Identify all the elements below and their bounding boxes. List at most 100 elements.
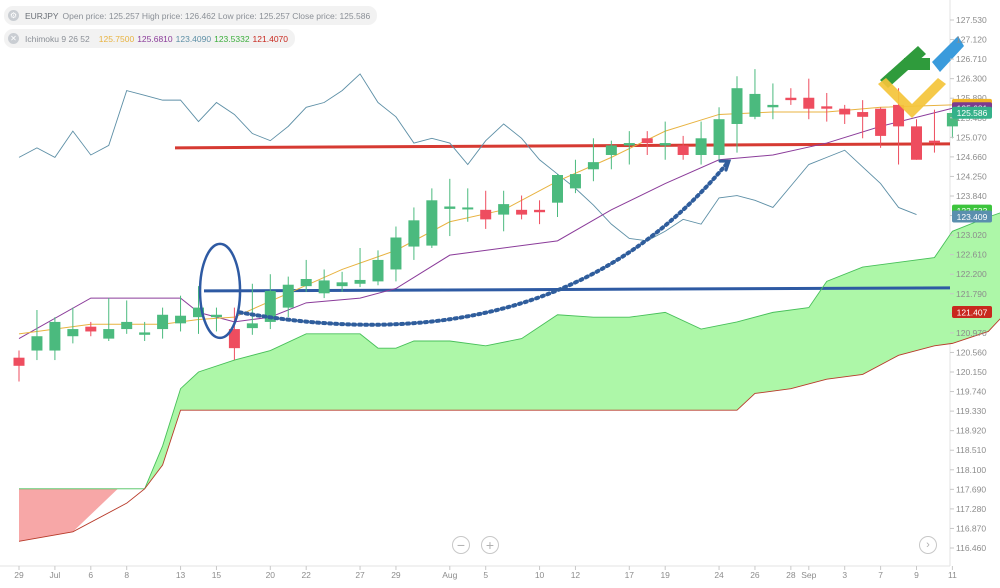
zoom-out-button[interactable]: − xyxy=(452,536,470,554)
candle-bullish xyxy=(103,329,115,339)
candle-bearish xyxy=(641,138,653,144)
candle-bullish xyxy=(767,104,779,108)
candle-bearish xyxy=(480,209,492,220)
candle-bullish xyxy=(210,314,222,318)
time-axis: 29 Jul 6 8 13 15 20 22 27 29 Aug 5 10 12 17 19 24 26 28 Sep… xyxy=(14,566,957,580)
y-tick-label: 126.710 xyxy=(956,54,987,64)
span-b-value: 121.4070 xyxy=(252,33,288,44)
x-tick-label: 17 xyxy=(625,570,635,580)
candle-bullish xyxy=(121,321,133,330)
candle-bullish xyxy=(336,282,348,287)
scroll-forward-button[interactable]: › xyxy=(919,536,937,554)
price-tag-label: 125.586 xyxy=(957,108,988,118)
candle-bullish xyxy=(659,143,671,146)
y-tick-label: 119.330 xyxy=(956,406,986,416)
y-tick-label: 119.740 xyxy=(956,387,986,397)
y-tick-label: 121.790 xyxy=(956,289,987,299)
candle-bullish xyxy=(354,279,366,284)
cloud-bullish xyxy=(144,212,1000,489)
candle-bullish xyxy=(444,206,456,209)
candle-bullish xyxy=(246,323,258,329)
candle-bullish xyxy=(49,321,61,351)
candle-bullish xyxy=(300,278,312,287)
y-tick-label: 122.610 xyxy=(956,250,987,260)
candle-bullish xyxy=(946,113,958,127)
y-tick-label: 124.660 xyxy=(956,152,987,162)
x-tick-label: 12 xyxy=(571,570,581,580)
y-tick-label: 117.690 xyxy=(956,484,986,494)
ichimoku-cloud xyxy=(19,212,1000,542)
candle-bullish xyxy=(623,143,635,146)
logo-yellow-chevron xyxy=(878,78,946,118)
close-indicator-icon[interactable]: ✕ xyxy=(8,33,19,44)
y-tick-label: 117.280 xyxy=(956,504,986,514)
x-tick-label: 6 xyxy=(88,570,93,580)
candle-bearish xyxy=(228,329,240,349)
y-tick-label: 127.120 xyxy=(956,35,987,45)
x-tick-label: 28 xyxy=(786,570,796,580)
candle-bullish xyxy=(552,175,563,203)
candle-bullish xyxy=(605,145,617,155)
candle-bearish xyxy=(857,112,869,117)
x-tick-label: Aug xyxy=(442,570,457,580)
y-tick-label: 122.200 xyxy=(956,269,987,279)
candle-bullish xyxy=(749,93,761,117)
x-tick-label: 13 xyxy=(176,570,186,580)
tenkan-sen-line xyxy=(18,104,953,335)
x-tick-label: 5 xyxy=(483,570,488,580)
y-tick-label: 124.250 xyxy=(956,171,987,181)
x-tick-label: 3 xyxy=(842,570,847,580)
x-tick-label: 24 xyxy=(714,570,724,580)
price-axis: 127.530127.120126.710126.300125.890125.4… xyxy=(950,15,992,553)
candle-bullish xyxy=(426,200,438,246)
candle-bearish xyxy=(534,209,546,213)
candle-bearish xyxy=(821,106,833,109)
y-tick-label: 127.530 xyxy=(956,15,987,25)
y-tick-label: 125.070 xyxy=(956,132,987,142)
chikou-value: 123.4090 xyxy=(175,33,212,44)
x-tick-label: 19 xyxy=(660,570,670,580)
candle-bullish xyxy=(569,174,581,189)
candle-bearish xyxy=(516,209,528,215)
candle-bullish xyxy=(67,329,79,337)
candle-bullish xyxy=(731,88,743,124)
cloud-bearish xyxy=(19,488,118,542)
logo-green-bar xyxy=(904,58,930,70)
x-tick-label: 29 xyxy=(391,570,401,580)
x-tick-label: 29 xyxy=(14,570,24,580)
grid xyxy=(0,0,951,567)
candle-bearish xyxy=(893,104,905,127)
settings-gear-icon[interactable]: ⚙ xyxy=(8,10,19,21)
price-tag xyxy=(952,106,992,119)
y-tick-label: 120.560 xyxy=(956,347,987,357)
senkou-span-a-line xyxy=(19,212,1000,490)
price-tag-label: 123.409 xyxy=(957,212,988,222)
annotations xyxy=(198,159,732,340)
candle-bullish xyxy=(282,284,294,308)
candle-bullish xyxy=(462,207,474,210)
logo-blue-stroke xyxy=(932,36,964,72)
senkou-span-b-line xyxy=(18,318,1000,542)
highlight-ellipse xyxy=(198,242,242,340)
y-tick-label: 123.840 xyxy=(956,191,987,201)
x-tick-label: 27 xyxy=(355,570,365,580)
y-tick-label: 118.920 xyxy=(956,426,986,436)
price-tag-label: 121.407 xyxy=(957,308,988,318)
legend-indicator-row: ✕ Ichimoku 9 26 52 125.7500 125.6810 123… xyxy=(4,29,295,48)
legend-ohlc: Open price: 125.257 High price: 126.462 … xyxy=(62,10,371,21)
y-tick-label: 116.460 xyxy=(956,543,986,553)
y-tick-label: 125.890 xyxy=(956,93,987,103)
candle-bullish xyxy=(713,119,725,155)
x-tick-label: 26 xyxy=(750,570,760,580)
candle-bullish xyxy=(139,332,151,335)
candle-bullish xyxy=(408,220,420,247)
kijun-value: 125.6810 xyxy=(137,33,173,44)
x-tick-label: 9 xyxy=(914,570,919,580)
candle-bearish xyxy=(677,145,689,155)
x-tick-label: 20 xyxy=(266,570,276,580)
price-tag xyxy=(952,306,992,319)
zoom-in-button[interactable]: + xyxy=(481,536,499,554)
legend-symbol-row: ⚙ EURJPY Open price: 125.257 High price:… xyxy=(4,6,378,25)
